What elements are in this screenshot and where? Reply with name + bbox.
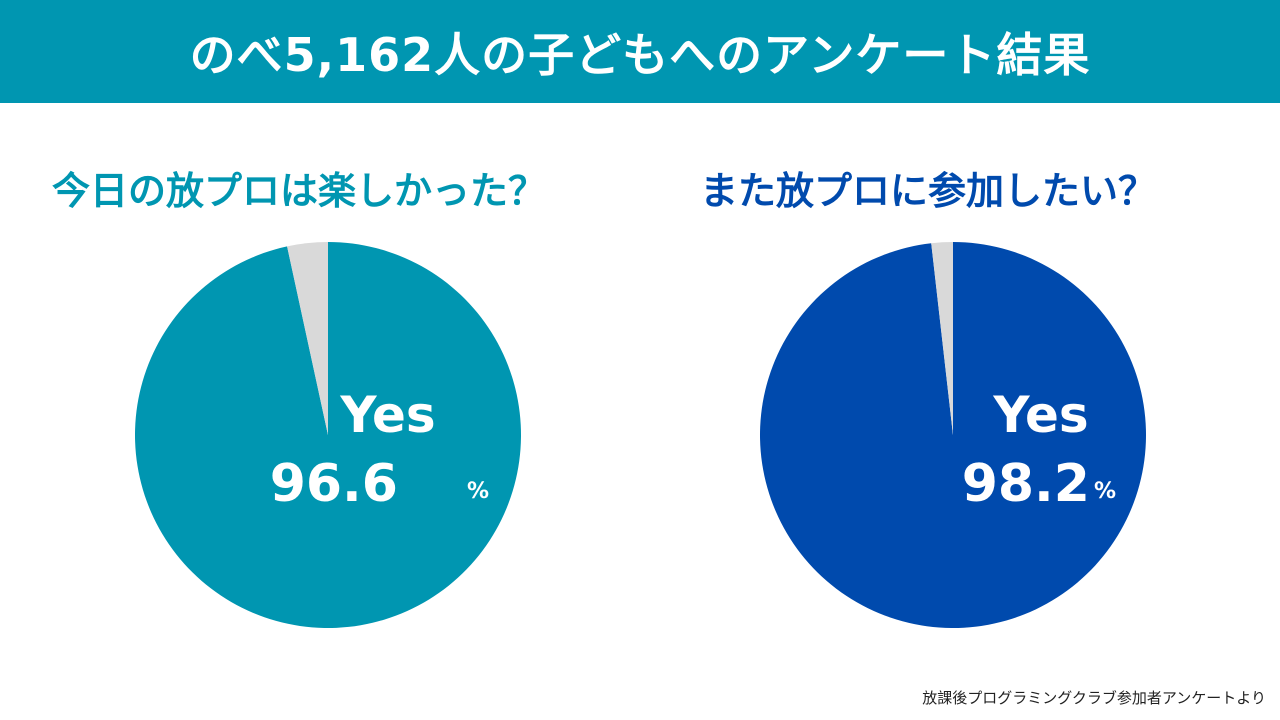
- pie-chart-1-svg: Yes 96.6 %: [135, 242, 521, 628]
- pie-chart-1-unit-label: %: [467, 479, 489, 504]
- pie-chart-2-svg: Yes 98.2 %: [760, 242, 1146, 628]
- pie-chart-1: Yes 96.6 %: [135, 242, 521, 628]
- chart-2-title: また放プロに参加したい？: [700, 169, 1157, 213]
- header-banner: のべ5,162人の子どもへのアンケート結果: [0, 0, 1280, 103]
- pie-chart-1-yes-label: Yes: [339, 386, 435, 444]
- pie-chart-2: Yes 98.2 %: [760, 242, 1146, 628]
- pie-chart-2-yes-label: Yes: [992, 386, 1088, 444]
- pie-chart-1-value-label: 96.6: [270, 454, 398, 514]
- chart-1-title: 今日の放プロは楽しかった？: [52, 169, 547, 213]
- pie-chart-2-slice-other: [931, 242, 953, 435]
- source-footnote: 放課後プログラミングクラブ参加者アンケートより: [922, 689, 1266, 707]
- pie-chart-2-value-label: 98.2: [962, 454, 1090, 514]
- pie-chart-2-unit-label: %: [1094, 479, 1116, 504]
- pie-chart-1-slice-other: [287, 242, 328, 435]
- page-title: のべ5,162人の子どもへのアンケート結果: [189, 27, 1091, 82]
